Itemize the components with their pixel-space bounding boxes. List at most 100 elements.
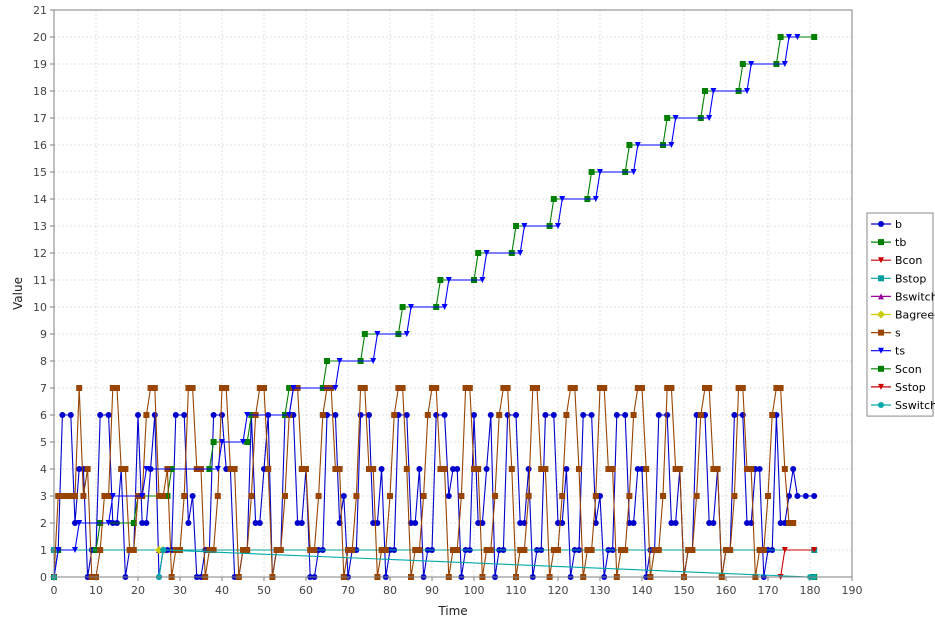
- data-point: [97, 412, 104, 418]
- data-point: [786, 34, 792, 40]
- data-point: [794, 493, 801, 499]
- data-point: [794, 34, 801, 40]
- data-point: [769, 412, 776, 418]
- data-point: [542, 466, 549, 472]
- data-point: [655, 412, 662, 418]
- data-point: [450, 547, 456, 553]
- data-point: [756, 547, 763, 553]
- y-tick-label: 11: [33, 274, 47, 287]
- x-tick-label: 150: [674, 584, 695, 597]
- data-point: [668, 520, 675, 526]
- data-point: [563, 466, 570, 472]
- data-point: [508, 466, 515, 472]
- data-point: [811, 493, 818, 499]
- y-tick-label: 16: [33, 139, 47, 152]
- data-point: [160, 547, 167, 553]
- data-point: [555, 223, 561, 229]
- data-point: [693, 493, 700, 499]
- y-tick-label: 17: [33, 112, 47, 125]
- data-point: [256, 520, 263, 526]
- data-point: [290, 385, 297, 391]
- x-tick-label: 120: [548, 584, 569, 597]
- legend-swatch-marker: [878, 257, 884, 264]
- data-point: [416, 547, 423, 553]
- legend-label: Bagreed: [895, 309, 935, 322]
- data-point: [387, 493, 393, 499]
- data-point: [189, 493, 196, 499]
- data-point: [475, 250, 482, 256]
- data-point: [181, 493, 188, 499]
- data-point: [399, 304, 406, 310]
- data-point: [437, 466, 444, 472]
- legend-swatch-marker: [878, 275, 884, 282]
- data-point: [135, 412, 141, 418]
- y-tick-label: 19: [33, 58, 47, 71]
- legend-item: tb: [871, 236, 906, 249]
- data-point: [626, 493, 633, 499]
- legend-label: Bstop: [895, 272, 926, 285]
- data-point: [471, 466, 477, 472]
- x-tick-label: 20: [131, 584, 145, 597]
- y-tick-label: 10: [33, 301, 47, 314]
- y-tick-label: 21: [33, 4, 47, 17]
- x-tick-label: 140: [632, 584, 653, 597]
- data-point: [147, 385, 154, 391]
- data-point: [525, 466, 532, 472]
- data-point: [462, 385, 469, 391]
- data-point: [441, 304, 448, 310]
- legend-swatch-marker: [878, 347, 884, 354]
- data-point: [130, 520, 137, 526]
- data-point: [744, 88, 750, 94]
- data-point: [319, 412, 326, 418]
- data-point: [357, 412, 364, 418]
- data-point: [483, 466, 490, 472]
- data-point: [706, 385, 713, 391]
- data-point: [748, 466, 755, 472]
- data-point: [723, 547, 729, 553]
- data-point: [634, 142, 641, 148]
- data-point: [378, 466, 385, 472]
- data-point: [114, 385, 120, 391]
- x-tick-label: 180: [800, 584, 821, 597]
- x-tick-label: 10: [89, 584, 103, 597]
- data-point: [672, 466, 679, 472]
- legend-item: s: [871, 327, 901, 340]
- data-point: [622, 547, 629, 553]
- y-tick-label: 4: [40, 463, 47, 476]
- data-point: [487, 412, 494, 418]
- y-axis-title: Value: [11, 277, 25, 310]
- data-point: [244, 412, 251, 418]
- data-point: [126, 547, 133, 553]
- data-point: [210, 547, 217, 553]
- legend-label: s: [895, 327, 901, 340]
- data-point: [395, 385, 402, 391]
- data-point: [286, 412, 293, 418]
- data-point: [55, 493, 62, 499]
- data-point: [542, 412, 549, 418]
- data-point: [630, 412, 637, 418]
- data-point: [429, 385, 435, 391]
- data-point: [122, 466, 129, 472]
- data-point: [571, 385, 578, 391]
- data-point: [664, 412, 671, 418]
- legend-swatch-marker: [878, 221, 884, 227]
- data-point: [517, 547, 524, 553]
- y-tick-label: 9: [40, 328, 47, 341]
- data-point: [550, 196, 557, 202]
- data-point: [634, 385, 641, 391]
- data-point: [177, 547, 183, 553]
- data-point: [597, 385, 603, 391]
- y-tick-label: 15: [33, 166, 47, 179]
- data-point: [802, 493, 809, 499]
- x-tick-label: 100: [464, 584, 485, 597]
- data-point: [378, 547, 385, 553]
- data-point: [420, 493, 427, 499]
- data-point: [424, 412, 431, 418]
- data-point: [311, 547, 318, 553]
- data-point: [219, 439, 225, 445]
- data-point: [445, 277, 452, 283]
- data-point: [634, 466, 641, 472]
- data-point: [361, 385, 368, 391]
- data-point: [668, 385, 675, 391]
